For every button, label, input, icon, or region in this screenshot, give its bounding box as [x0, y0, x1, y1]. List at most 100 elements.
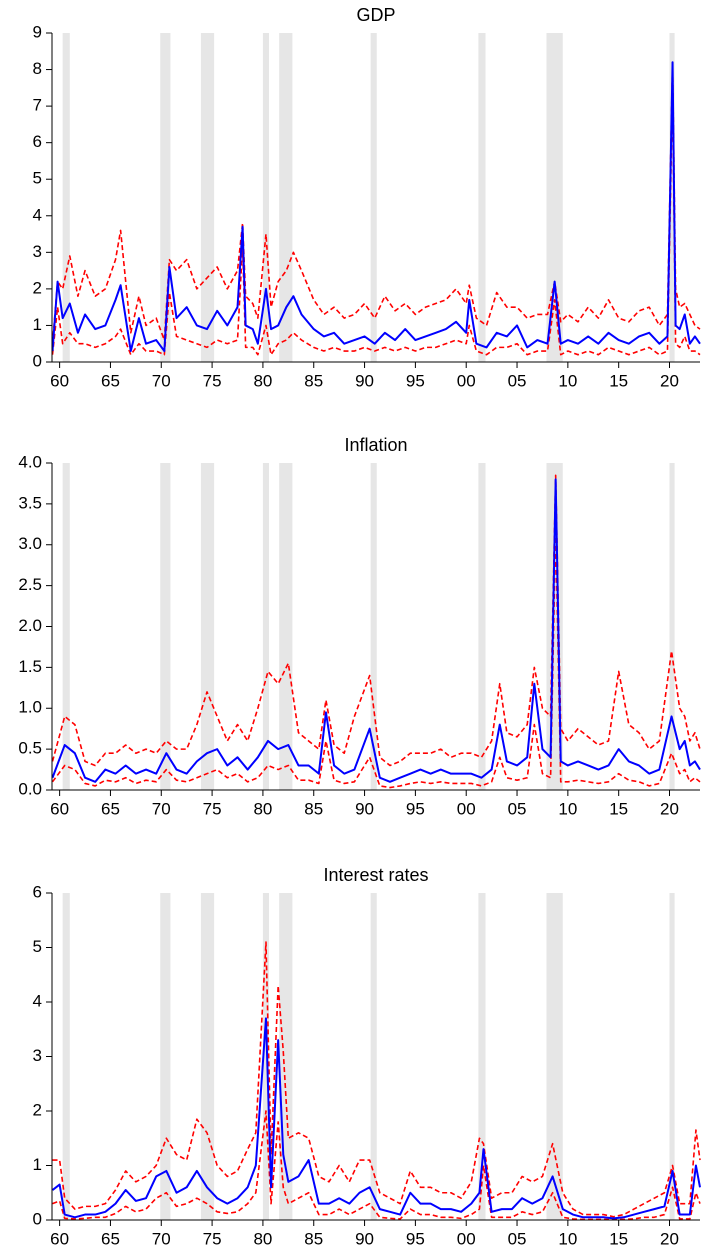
x-tick-label: 70 — [152, 371, 171, 390]
median-line — [51, 1017, 701, 1220]
recession-band — [478, 463, 486, 790]
x-tick-label: 95 — [406, 1229, 425, 1248]
x-tick-label: 80 — [253, 371, 272, 390]
x-tick-label: 15 — [609, 1229, 628, 1248]
panel: GDP 0 1 2 3 4 5 6 7 8 9 60 65 70 75 80 85 90 95 00 05 10 15 20 — [33, 5, 701, 390]
recession-band — [262, 893, 270, 1220]
x-tick-label: 15 — [609, 799, 628, 818]
panel-title: Inflation — [344, 435, 407, 455]
median-line — [51, 61, 701, 353]
recession-band — [279, 463, 293, 790]
band-line — [51, 527, 701, 789]
recession-band — [62, 33, 70, 362]
x-tick-label: 05 — [508, 799, 527, 818]
x-tick-label: 90 — [355, 1229, 374, 1248]
y-tick-label: 3 — [33, 1046, 42, 1065]
x-tick-label: 85 — [304, 1229, 323, 1248]
x-tick-label: 60 — [50, 1229, 69, 1248]
recession-band — [478, 33, 486, 362]
y-tick-label: 3.5 — [18, 493, 42, 512]
recession-band — [370, 33, 377, 362]
y-tick-label: 4.0 — [18, 452, 42, 471]
x-tick-label: 15 — [609, 371, 628, 390]
recession-band — [62, 893, 70, 1220]
x-tick-label: 05 — [508, 371, 527, 390]
recession-band — [669, 893, 675, 1220]
recession-band — [546, 893, 563, 1220]
y-tick-label: 5 — [33, 937, 42, 956]
y-tick-label: 1.0 — [18, 698, 42, 717]
recession-band — [200, 463, 215, 790]
y-tick-label: 4 — [33, 991, 42, 1010]
recession-band — [200, 33, 215, 362]
x-tick-label: 05 — [508, 1229, 527, 1248]
x-tick-label: 65 — [101, 371, 120, 390]
y-tick-label: 6 — [33, 882, 42, 901]
recession-band — [160, 893, 171, 1220]
x-tick-label: 10 — [558, 1229, 577, 1248]
x-tick-label: 00 — [457, 371, 476, 390]
y-tick-label: 1.5 — [18, 657, 42, 676]
x-tick-label: 65 — [101, 799, 120, 818]
x-tick-label: 60 — [50, 799, 69, 818]
recession-band — [370, 463, 377, 790]
x-tick-label: 90 — [355, 371, 374, 390]
band-line — [51, 474, 701, 767]
x-tick-label: 20 — [660, 1229, 679, 1248]
panel: Interest rates 0 1 2 3 4 5 6 60 65 70 75 80 85 90 95 00 0… — [33, 865, 701, 1248]
y-tick-label: 9 — [33, 22, 42, 41]
x-tick-label: 75 — [203, 371, 222, 390]
recession-band — [160, 33, 171, 362]
x-tick-label: 65 — [101, 1229, 120, 1248]
x-tick-label: 60 — [50, 371, 69, 390]
y-tick-label: 2.0 — [18, 616, 42, 635]
y-tick-label: 4 — [33, 205, 42, 224]
band-line — [52, 1110, 701, 1221]
median-line — [51, 478, 701, 783]
y-tick-label: 0 — [33, 351, 42, 370]
y-tick-label: 0 — [33, 1209, 42, 1228]
x-tick-label: 95 — [406, 371, 425, 390]
y-tick-label: 2.5 — [18, 575, 42, 594]
x-tick-label: 95 — [406, 799, 425, 818]
x-tick-label: 80 — [253, 1229, 272, 1248]
y-tick-label: 2 — [33, 1100, 42, 1119]
band-line — [51, 87, 701, 356]
x-tick-label: 70 — [152, 1229, 171, 1248]
y-tick-label: 0.5 — [18, 739, 42, 758]
band-line — [51, 61, 701, 344]
y-tick-label: 6 — [33, 132, 42, 151]
y-tick-label: 2 — [33, 278, 42, 297]
recession-band — [669, 33, 675, 362]
recession-band — [160, 463, 171, 790]
x-tick-label: 20 — [660, 371, 679, 390]
y-tick-label: 0.0 — [18, 779, 42, 798]
y-tick-label: 3 — [33, 242, 42, 261]
x-tick-label: 90 — [355, 799, 374, 818]
x-tick-label: 00 — [457, 1229, 476, 1248]
y-tick-label: 7 — [33, 96, 42, 115]
panel-title: GDP — [356, 5, 395, 25]
x-tick-label: 85 — [304, 799, 323, 818]
band-line — [52, 941, 701, 1218]
x-tick-label: 10 — [558, 371, 577, 390]
recession-band — [262, 463, 270, 790]
panel: Inflation 0.0 0.5 1.0 1.5 2.0 2.5 3.0 3.5 4.0 60 65… — [18, 435, 701, 818]
x-tick-label: 00 — [457, 799, 476, 818]
recession-band — [279, 33, 293, 362]
recession-band — [262, 33, 270, 362]
x-tick-label: 70 — [152, 799, 171, 818]
x-tick-label: 20 — [660, 799, 679, 818]
recession-band — [546, 33, 563, 362]
x-tick-label: 10 — [558, 799, 577, 818]
recession-band — [200, 893, 215, 1220]
x-tick-label: 75 — [203, 799, 222, 818]
recession-band — [62, 463, 70, 790]
y-tick-label: 5 — [33, 169, 42, 188]
x-tick-label: 85 — [304, 371, 323, 390]
recession-band — [478, 893, 486, 1220]
recession-band — [669, 463, 675, 790]
y-tick-label: 1 — [33, 1155, 42, 1174]
x-tick-label: 75 — [203, 1229, 222, 1248]
